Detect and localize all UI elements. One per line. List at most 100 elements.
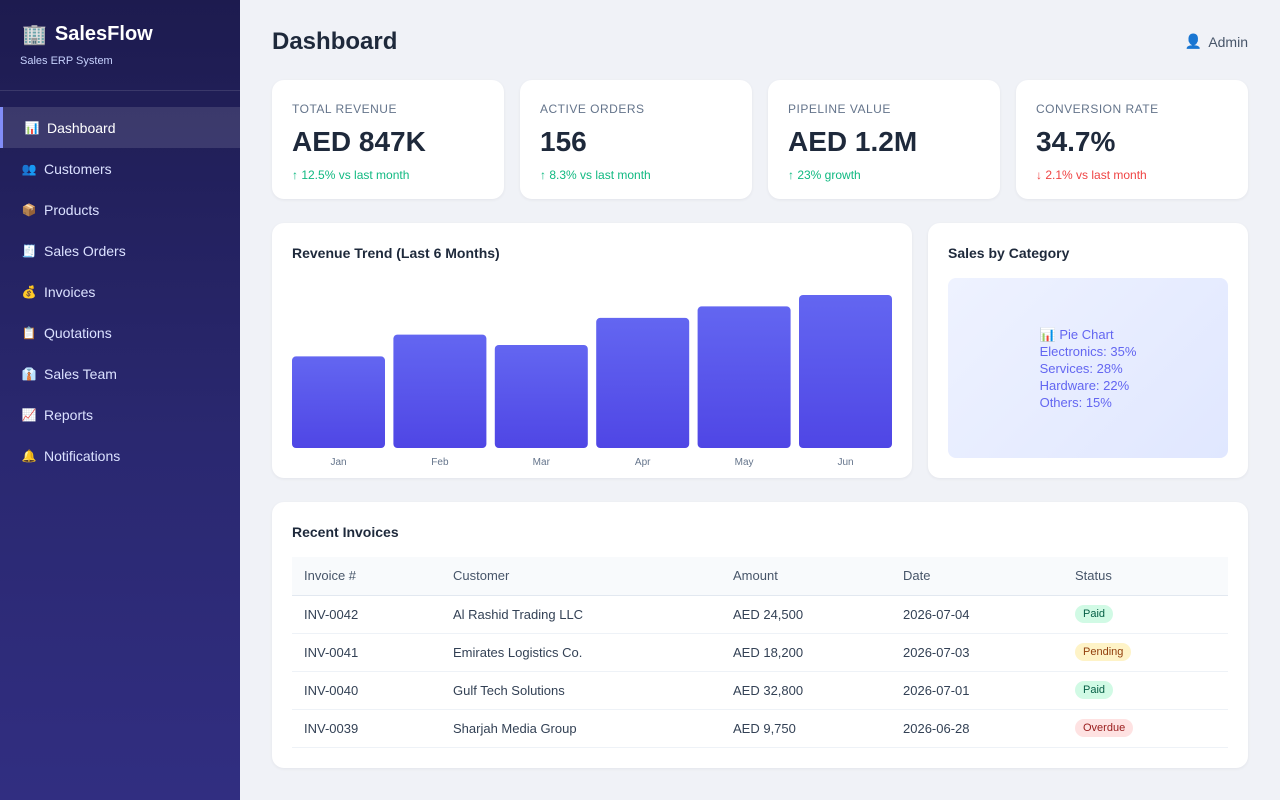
- invoice-id[interactable]: INV-0040: [292, 671, 441, 710]
- bar-jun[interactable]: [799, 295, 892, 448]
- sidebar-item-sales-team[interactable]: 👔 Sales Team: [0, 353, 240, 394]
- column-header-status[interactable]: Status: [1063, 557, 1228, 596]
- page-title: Dashboard: [272, 28, 398, 55]
- table-header-row: Invoice # Customer Amount Date Status: [292, 557, 1228, 596]
- bell-icon: 🔔: [21, 448, 37, 463]
- kpi-value: 34.7%: [1036, 126, 1116, 157]
- invoice-date: 2026-07-03: [891, 633, 1063, 672]
- bar-may[interactable]: [697, 306, 791, 448]
- pie-entry-hardware: Hardware: 22%: [1039, 377, 1130, 393]
- status-badge: Paid: [1075, 681, 1114, 699]
- pie-heading: 📊 Pie Chart: [1039, 326, 1114, 342]
- bar-apr[interactable]: [596, 317, 690, 448]
- team-icon: 👔: [21, 366, 37, 381]
- sidebar-item-invoices[interactable]: 💰 Invoices: [0, 271, 240, 312]
- revenue-bar-chart: Jan Feb Mar Apr May Jun: [292, 295, 892, 468]
- bar-mar[interactable]: [494, 345, 588, 448]
- kpi-label: Total Revenue: [292, 102, 397, 116]
- invoices-title: Recent Invoices: [292, 524, 399, 540]
- kpi-card-pipeline-value: Pipeline Value AED 1.2M ↑ 23% growth: [768, 80, 1000, 199]
- column-header-customer[interactable]: Customer: [441, 557, 721, 596]
- invoice-customer: Al Rashid Trading LLC: [441, 595, 721, 634]
- brand-name: SalesFlow: [54, 23, 153, 45]
- sidebar-item-label: Sales Team: [44, 365, 117, 382]
- sidebar-item-reports[interactable]: 📈 Reports: [0, 394, 240, 435]
- kpi-card-conversion-rate: Conversion Rate 34.7% ↓ 2.1% vs last mon…: [1016, 80, 1248, 199]
- invoice-date: 2026-06-28: [891, 709, 1063, 748]
- invoice-amount: AED 24,500: [721, 595, 891, 634]
- brand-title[interactable]: 🏢 SalesFlow: [22, 22, 220, 47]
- invoice-status-cell: Paid: [1063, 671, 1228, 710]
- table-row[interactable]: INV-0041 Emirates Logistics Co. AED 18,2…: [292, 633, 1228, 672]
- money-bag-icon: 💰: [21, 284, 37, 299]
- register-icon: 🧾: [21, 243, 37, 258]
- invoice-status-cell: Paid: [1063, 595, 1228, 634]
- sidebar-item-label: Sales Orders: [44, 242, 126, 259]
- column-header-amount[interactable]: Amount: [721, 557, 891, 596]
- recent-invoices-card: Recent Invoices Invoice # Customer Amoun…: [272, 502, 1248, 768]
- kpi-card-total-revenue: Total Revenue AED 847K ↑ 12.5% vs last m…: [272, 80, 504, 199]
- invoice-id[interactable]: INV-0042: [292, 595, 441, 634]
- table-row[interactable]: INV-0039 Sharjah Media Group AED 9,750 2…: [292, 709, 1228, 748]
- revenue-chart-card: Revenue Trend (Last 6 Months) Jan Feb Mar A…: [272, 223, 912, 478]
- table-row[interactable]: INV-0042 Al Rashid Trading LLC AED 24,50…: [292, 595, 1228, 634]
- sidebar-item-notifications[interactable]: 🔔 Notifications: [0, 435, 240, 476]
- sidebar-item-quotations[interactable]: 📋 Quotations: [0, 312, 240, 353]
- clipboard-icon: 📋: [21, 325, 37, 340]
- pie-entry-others: Others: 15%: [1039, 394, 1112, 410]
- x-tick-label: Apr: [635, 457, 651, 468]
- bar-feb[interactable]: [393, 334, 487, 448]
- sidebar-item-label: Products: [44, 201, 100, 218]
- pie-entry-services: Services: 28%: [1039, 360, 1123, 376]
- sidebar-item-label: Reports: [44, 406, 94, 423]
- category-title: Sales by Category: [948, 245, 1070, 261]
- kpi-value: AED 1.2M: [788, 126, 918, 157]
- sidebar-item-sales-orders[interactable]: 🧾 Sales Orders: [0, 230, 240, 271]
- column-header-invoice[interactable]: Invoice #: [292, 557, 441, 596]
- invoice-amount: AED 9,750: [721, 709, 891, 748]
- column-header-date[interactable]: Date: [891, 557, 1063, 596]
- bar-jan[interactable]: [292, 356, 385, 448]
- user-icon: 👤: [1184, 33, 1203, 49]
- invoice-id[interactable]: INV-0039: [292, 709, 441, 748]
- status-badge: Overdue: [1075, 719, 1134, 737]
- kpi-label: Pipeline Value: [788, 102, 891, 116]
- brand-subtitle: Sales ERP System: [20, 55, 113, 67]
- invoice-customer: Sharjah Media Group: [441, 709, 721, 748]
- user-name: Admin: [1208, 33, 1248, 50]
- kpi-delta: ↑ 23% growth: [788, 168, 861, 182]
- x-tick-label: May: [735, 457, 754, 468]
- sidebar-item-label: Customers: [44, 160, 112, 177]
- invoice-id[interactable]: INV-0041: [292, 633, 441, 672]
- invoices-table: Invoice # Customer Amount Date Status IN…: [292, 557, 1228, 748]
- sidebar-item-label: Quotations: [44, 324, 112, 341]
- invoice-date: 2026-07-01: [891, 671, 1063, 710]
- people-icon: 👥: [21, 161, 37, 176]
- sidebar-item-customers[interactable]: 👥 Customers: [0, 148, 240, 189]
- kpi-card-active-orders: Active Orders 156 ↑ 8.3% vs last month: [520, 80, 752, 199]
- sidebar-item-label: Invoices: [44, 283, 96, 300]
- status-badge: Pending: [1075, 643, 1132, 661]
- kpi-label: Conversion Rate: [1036, 102, 1159, 116]
- pie-entry-electronics: Electronics: 35%: [1039, 343, 1137, 359]
- sidebar-nav: 📊 Dashboard 👥 Customers 📦 Products 🧾 Sal…: [0, 107, 240, 476]
- x-tick-label: Feb: [431, 457, 449, 468]
- sidebar-item-products[interactable]: 📦 Products: [0, 189, 240, 230]
- invoice-date: 2026-07-04: [891, 595, 1063, 634]
- sidebar-item-label: Dashboard: [47, 119, 116, 136]
- sidebar-item-label: Notifications: [44, 447, 121, 464]
- brand: 🏢 SalesFlow Sales ERP System: [0, 0, 240, 91]
- x-tick-label: Mar: [533, 457, 551, 468]
- invoice-status-cell: Pending: [1063, 633, 1228, 672]
- invoice-amount: AED 18,200: [721, 633, 891, 672]
- user-menu[interactable]: 👤 Admin: [1185, 33, 1248, 50]
- kpi-value: AED 847K: [292, 126, 426, 157]
- invoice-status-cell: Overdue: [1063, 709, 1228, 748]
- kpi-label: Active Orders: [540, 102, 645, 116]
- trend-icon: 📈: [21, 407, 37, 422]
- table-row[interactable]: INV-0040 Gulf Tech Solutions AED 32,800 …: [292, 671, 1228, 710]
- kpi-delta: ↓ 2.1% vs last month: [1036, 168, 1147, 182]
- invoice-customer: Emirates Logistics Co.: [441, 633, 721, 672]
- sidebar-item-dashboard[interactable]: 📊 Dashboard: [0, 107, 240, 148]
- kpi-value: 156: [540, 126, 587, 157]
